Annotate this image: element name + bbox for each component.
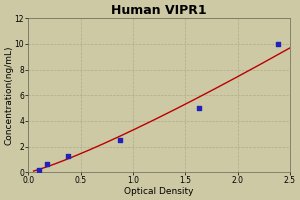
Point: [45, 163, 50, 166]
Point: [36, 169, 41, 172]
Point: [118, 139, 123, 142]
Title: Human VIPR1: Human VIPR1: [111, 4, 207, 17]
Point: [66, 155, 70, 158]
Y-axis label: Concentration(ng/mL): Concentration(ng/mL): [4, 46, 13, 145]
Point: [276, 42, 281, 46]
Point: [196, 107, 201, 110]
X-axis label: Optical Density: Optical Density: [124, 187, 194, 196]
